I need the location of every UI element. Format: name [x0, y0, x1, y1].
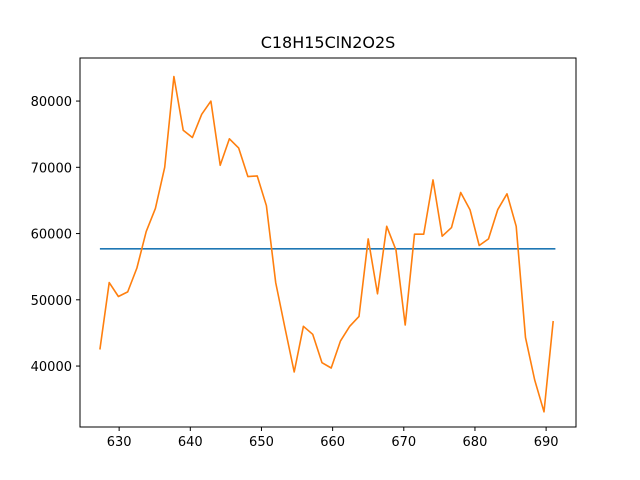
axes-frame — [79, 57, 577, 428]
y-tick-label: 80000 — [31, 95, 72, 110]
signal-line — [99, 75, 554, 413]
x-tick-label: 640 — [178, 435, 203, 450]
x-tick-label: 630 — [107, 435, 132, 450]
x-axis: 630 640 650 660 670 680 690 — [107, 427, 559, 450]
series-layer — [99, 75, 556, 413]
chart-title: C18H15ClN2O2S — [261, 33, 396, 52]
x-tick-label: 660 — [320, 435, 345, 450]
y-tick-label: 70000 — [31, 161, 72, 176]
y-tick-label: 50000 — [31, 294, 72, 309]
x-tick-label: 690 — [534, 435, 559, 450]
x-tick-label: 670 — [391, 435, 416, 450]
y-tick-label: 40000 — [31, 360, 72, 375]
x-tick-label: 650 — [249, 435, 274, 450]
y-axis: 40000 50000 60000 70000 80000 — [31, 95, 80, 375]
x-tick-label: 680 — [463, 435, 488, 450]
y-tick-label: 60000 — [31, 228, 72, 243]
